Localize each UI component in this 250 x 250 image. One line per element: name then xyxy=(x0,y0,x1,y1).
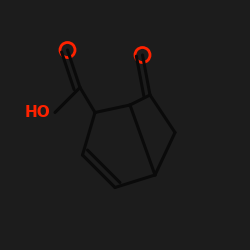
Circle shape xyxy=(60,42,75,58)
Circle shape xyxy=(135,48,150,62)
Text: HO: HO xyxy=(24,105,50,120)
